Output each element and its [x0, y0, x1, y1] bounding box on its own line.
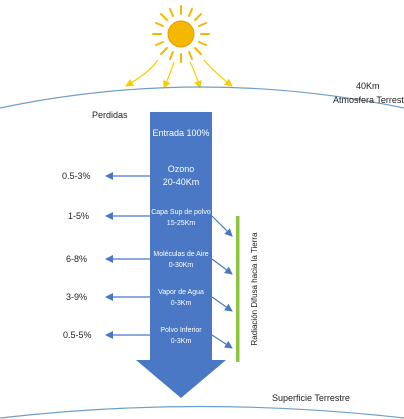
incoming-radiation-arrow — [136, 112, 226, 398]
diffuse-arrow-2 — [211, 258, 233, 275]
layer-name-air-molecules: Moléculas de Aire — [153, 251, 208, 258]
entry-label: Entrada 100% — [152, 128, 209, 138]
layer-range-water-vapor: 0-3Km — [171, 300, 192, 307]
diffuse-arrow-3 — [211, 296, 233, 312]
diffuse-radiation-label: Radiación Difusa hacia la Tierra — [250, 232, 259, 345]
layer-name-ozone: Ozono — [168, 164, 195, 174]
layer-range-air-molecules: 0-30Km — [169, 262, 194, 269]
layer-name-water-vapor: Vapor de Agua — [158, 289, 204, 296]
atmosphere-label: Atmosfera Terrestre — [333, 95, 404, 105]
loss-value-ozone: 0.5-3% — [62, 171, 91, 181]
diffuse-arrow-4 — [211, 334, 233, 349]
loss-value-upper-dust: 1-5% — [68, 211, 89, 221]
diffuse-arrows — [211, 215, 233, 349]
layer-range-lower-dust: 0-3Km — [171, 338, 192, 345]
earth-surface-boundary — [0, 405, 404, 419]
losses-title: Perdidas — [92, 110, 128, 120]
sun-icon — [152, 5, 210, 63]
layer-name-lower-dust: Polvo Inferior — [160, 327, 202, 334]
loss-value-water-vapor: 3-9% — [66, 292, 87, 302]
atmosphere-boundary — [0, 86, 404, 109]
sun-rays — [125, 59, 233, 89]
layer-name-upper-dust: Capa Sup de polvo — [151, 209, 211, 216]
surface-label: Superficie Terrestre — [272, 393, 350, 403]
diffuse-arrow-1 — [211, 215, 233, 237]
loss-value-lower-dust: 0.5-5% — [63, 330, 92, 340]
loss-arrows — [105, 172, 150, 339]
layer-range-ozone: 20-40Km — [163, 177, 200, 187]
atmosphere-altitude: 40Km — [356, 81, 380, 91]
diffuse-radiation-bar — [236, 216, 240, 362]
layer-range-upper-dust: 15-25Km — [167, 220, 196, 227]
loss-value-air-molecules: 6-8% — [66, 254, 87, 264]
